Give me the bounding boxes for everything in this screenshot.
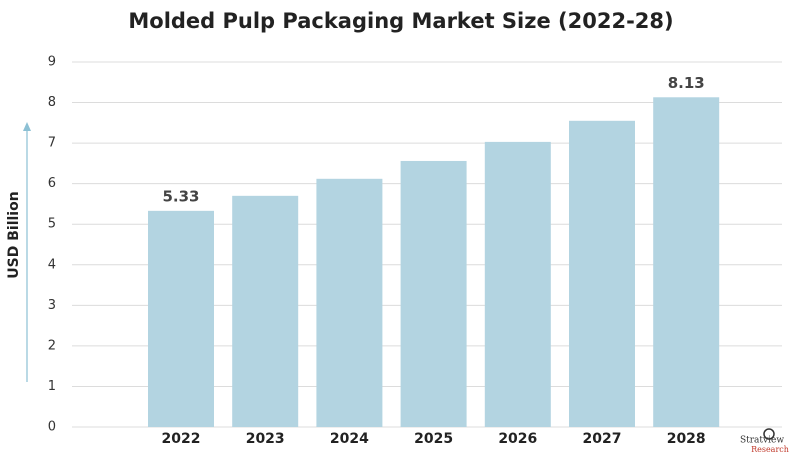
bar — [232, 195, 299, 427]
bar — [653, 97, 720, 428]
x-tick-label: 2023 — [246, 431, 285, 447]
bar — [400, 160, 467, 427]
logo-icon — [763, 428, 775, 440]
y-tick-label: 8 — [48, 95, 56, 110]
logo-name: Stratview — [740, 436, 784, 446]
value-label: 8.13 — [668, 74, 705, 92]
y-tick-label: 5 — [48, 217, 56, 232]
x-tick-label: 2024 — [330, 431, 369, 447]
y-axis-label: USD Billion — [6, 191, 22, 278]
y-tick-label: 2 — [48, 338, 56, 353]
x-tick-label: 2028 — [667, 431, 706, 447]
y-tick-label: 6 — [48, 176, 56, 191]
x-tick-label: 2027 — [583, 431, 622, 447]
bar — [316, 178, 383, 427]
x-tick-label: 2026 — [498, 431, 537, 447]
y-tick-label: 3 — [48, 298, 56, 313]
bar — [484, 141, 551, 427]
x-tick-label: 2025 — [414, 431, 453, 447]
bar — [148, 210, 214, 427]
y-tick-label: 0 — [48, 420, 56, 435]
axis-arrow-head — [23, 122, 31, 131]
logo-subname: Research — [751, 445, 789, 454]
value-label: 5.33 — [162, 187, 199, 205]
chart-title: Molded Pulp Packaging Market Size (2022-… — [128, 9, 673, 33]
y-tick-label: 9 — [48, 55, 56, 70]
y-tick-label: 4 — [48, 257, 56, 272]
y-tick-label: 1 — [48, 379, 56, 394]
x-tick-label: 2022 — [162, 431, 201, 447]
y-tick-label: 7 — [48, 136, 56, 151]
bar — [569, 120, 635, 428]
